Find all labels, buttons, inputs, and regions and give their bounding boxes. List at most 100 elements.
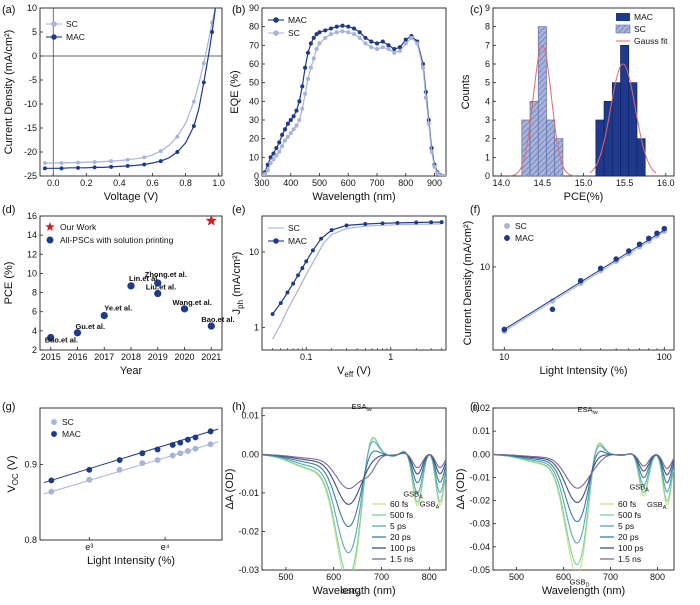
data-point	[48, 488, 55, 495]
point-label: Wang.et al.	[173, 298, 212, 307]
y-axis-label: Counts	[460, 74, 472, 109]
data-point	[386, 47, 391, 52]
data-point	[184, 436, 191, 443]
data-point	[169, 442, 176, 448]
y-axis-label: ΔA (OD)	[224, 469, 236, 510]
point-label: Ye.et al.	[104, 304, 132, 313]
hist-bar-mac	[611, 82, 621, 177]
data-point	[291, 281, 296, 286]
data-point	[201, 61, 206, 66]
legend-label: MAC	[62, 429, 81, 439]
data-point	[59, 161, 64, 165]
panel-f: (f) 10 100 10 Light Intensity (%) Current Den…	[462, 204, 675, 377]
literature-point	[180, 305, 189, 313]
y-tick-label: 60	[249, 59, 259, 69]
legend-marker	[51, 419, 57, 425]
data-point	[184, 448, 191, 454]
y-axis-label: VOC (V)	[6, 455, 20, 492]
data-point	[435, 171, 440, 176]
x-tick-label: 2017	[94, 352, 114, 362]
data-point	[282, 138, 288, 143]
y-tick-label: -20	[24, 147, 37, 157]
data-point	[303, 65, 308, 70]
data-point	[291, 114, 296, 119]
y-axis-label: Current Density (mA/cm²)	[3, 30, 15, 155]
ta-trace	[493, 445, 674, 544]
plot-area	[493, 442, 674, 570]
panel-h: (h) 500 600 700 800 -0.03 -0.02 -0.01 0.00 0.01 Wa…	[224, 401, 447, 598]
data-point	[285, 121, 290, 126]
data-point	[142, 155, 147, 160]
point-label: Liu.et al.	[146, 283, 176, 292]
y-tick-label: 0.02	[472, 403, 490, 413]
data-point	[317, 30, 322, 35]
literature-point	[47, 333, 55, 342]
data-point	[409, 35, 414, 40]
data-point	[380, 221, 385, 226]
hist-bar-sc	[521, 119, 531, 177]
x-tick-label: 300	[254, 178, 269, 188]
legend-marker	[51, 34, 57, 40]
y-tick-label: -15	[24, 123, 37, 133]
fit-line-sc	[43, 441, 219, 495]
ta-trace	[493, 453, 674, 489]
data-point	[154, 457, 161, 463]
data-point	[116, 466, 123, 473]
data-point	[158, 159, 163, 164]
data-point	[429, 149, 434, 154]
literature-point	[207, 322, 215, 330]
data-point	[363, 222, 368, 226]
literature-point	[154, 279, 162, 287]
y-tick-label: 30	[249, 115, 259, 125]
legend-label: 1.5 ns	[390, 554, 413, 564]
data-point	[271, 157, 276, 162]
legend-label: 20 ps	[618, 532, 639, 542]
data-point	[274, 153, 279, 158]
y-tick-label: 0.8	[24, 535, 37, 545]
x-tick-label: 0.1	[300, 352, 313, 362]
data-point	[334, 30, 339, 35]
data-point	[311, 35, 316, 40]
plot-frame	[39, 407, 223, 541]
data-point	[262, 172, 267, 176]
panel-label: (a)	[2, 4, 15, 16]
legend-label: SC	[288, 223, 300, 233]
data-point	[340, 23, 345, 28]
y-tick-label: 7	[485, 40, 490, 50]
point-label: Bao.et al.	[45, 336, 78, 345]
data-point	[397, 48, 403, 53]
y-tick-label: -0.05	[469, 565, 490, 575]
data-point	[300, 266, 305, 271]
legend-label: SC	[288, 28, 300, 38]
legend-label: SC	[62, 417, 74, 427]
data-point	[415, 41, 420, 46]
x-tick-label: 800	[650, 572, 665, 582]
data-point	[294, 123, 299, 128]
panel-d: (d) 2015 2016 2017 2018 2019 2020 2021 2 4 6 8 10 12 1…	[2, 204, 235, 377]
y-tick-label: 40	[249, 96, 259, 106]
y-tick-label: 9	[485, 3, 490, 13]
data-point	[432, 164, 437, 169]
data-point	[654, 230, 660, 236]
x-axis-label: Wavelength (nm)	[312, 585, 395, 597]
panel-i: (i) 500 600 700 800 -0.05 -0.04 -0.03 -0.02 -0.01…	[455, 401, 675, 597]
data-point	[305, 76, 311, 81]
x-tick-label: 14.5	[534, 178, 552, 188]
data-point	[282, 127, 288, 132]
x-tick-label: 15.5	[616, 178, 634, 188]
y-tick-label: -0.04	[469, 542, 490, 552]
data-point	[328, 26, 334, 31]
data-point	[380, 45, 385, 50]
data-point	[346, 30, 351, 35]
data-point	[323, 28, 328, 33]
data-point	[86, 476, 93, 483]
data-point	[288, 131, 293, 136]
hist-bar-mac	[636, 138, 646, 177]
data-point	[403, 41, 408, 46]
panel-e: (e) 0.1 1 1 10 SC MAC Veff (V) Jph (mA/cm²)	[231, 204, 447, 379]
x-tick-label: 2016	[67, 352, 87, 362]
data-point	[177, 439, 184, 446]
data-point	[429, 220, 434, 225]
data-point	[285, 134, 290, 139]
data-point	[280, 132, 285, 137]
